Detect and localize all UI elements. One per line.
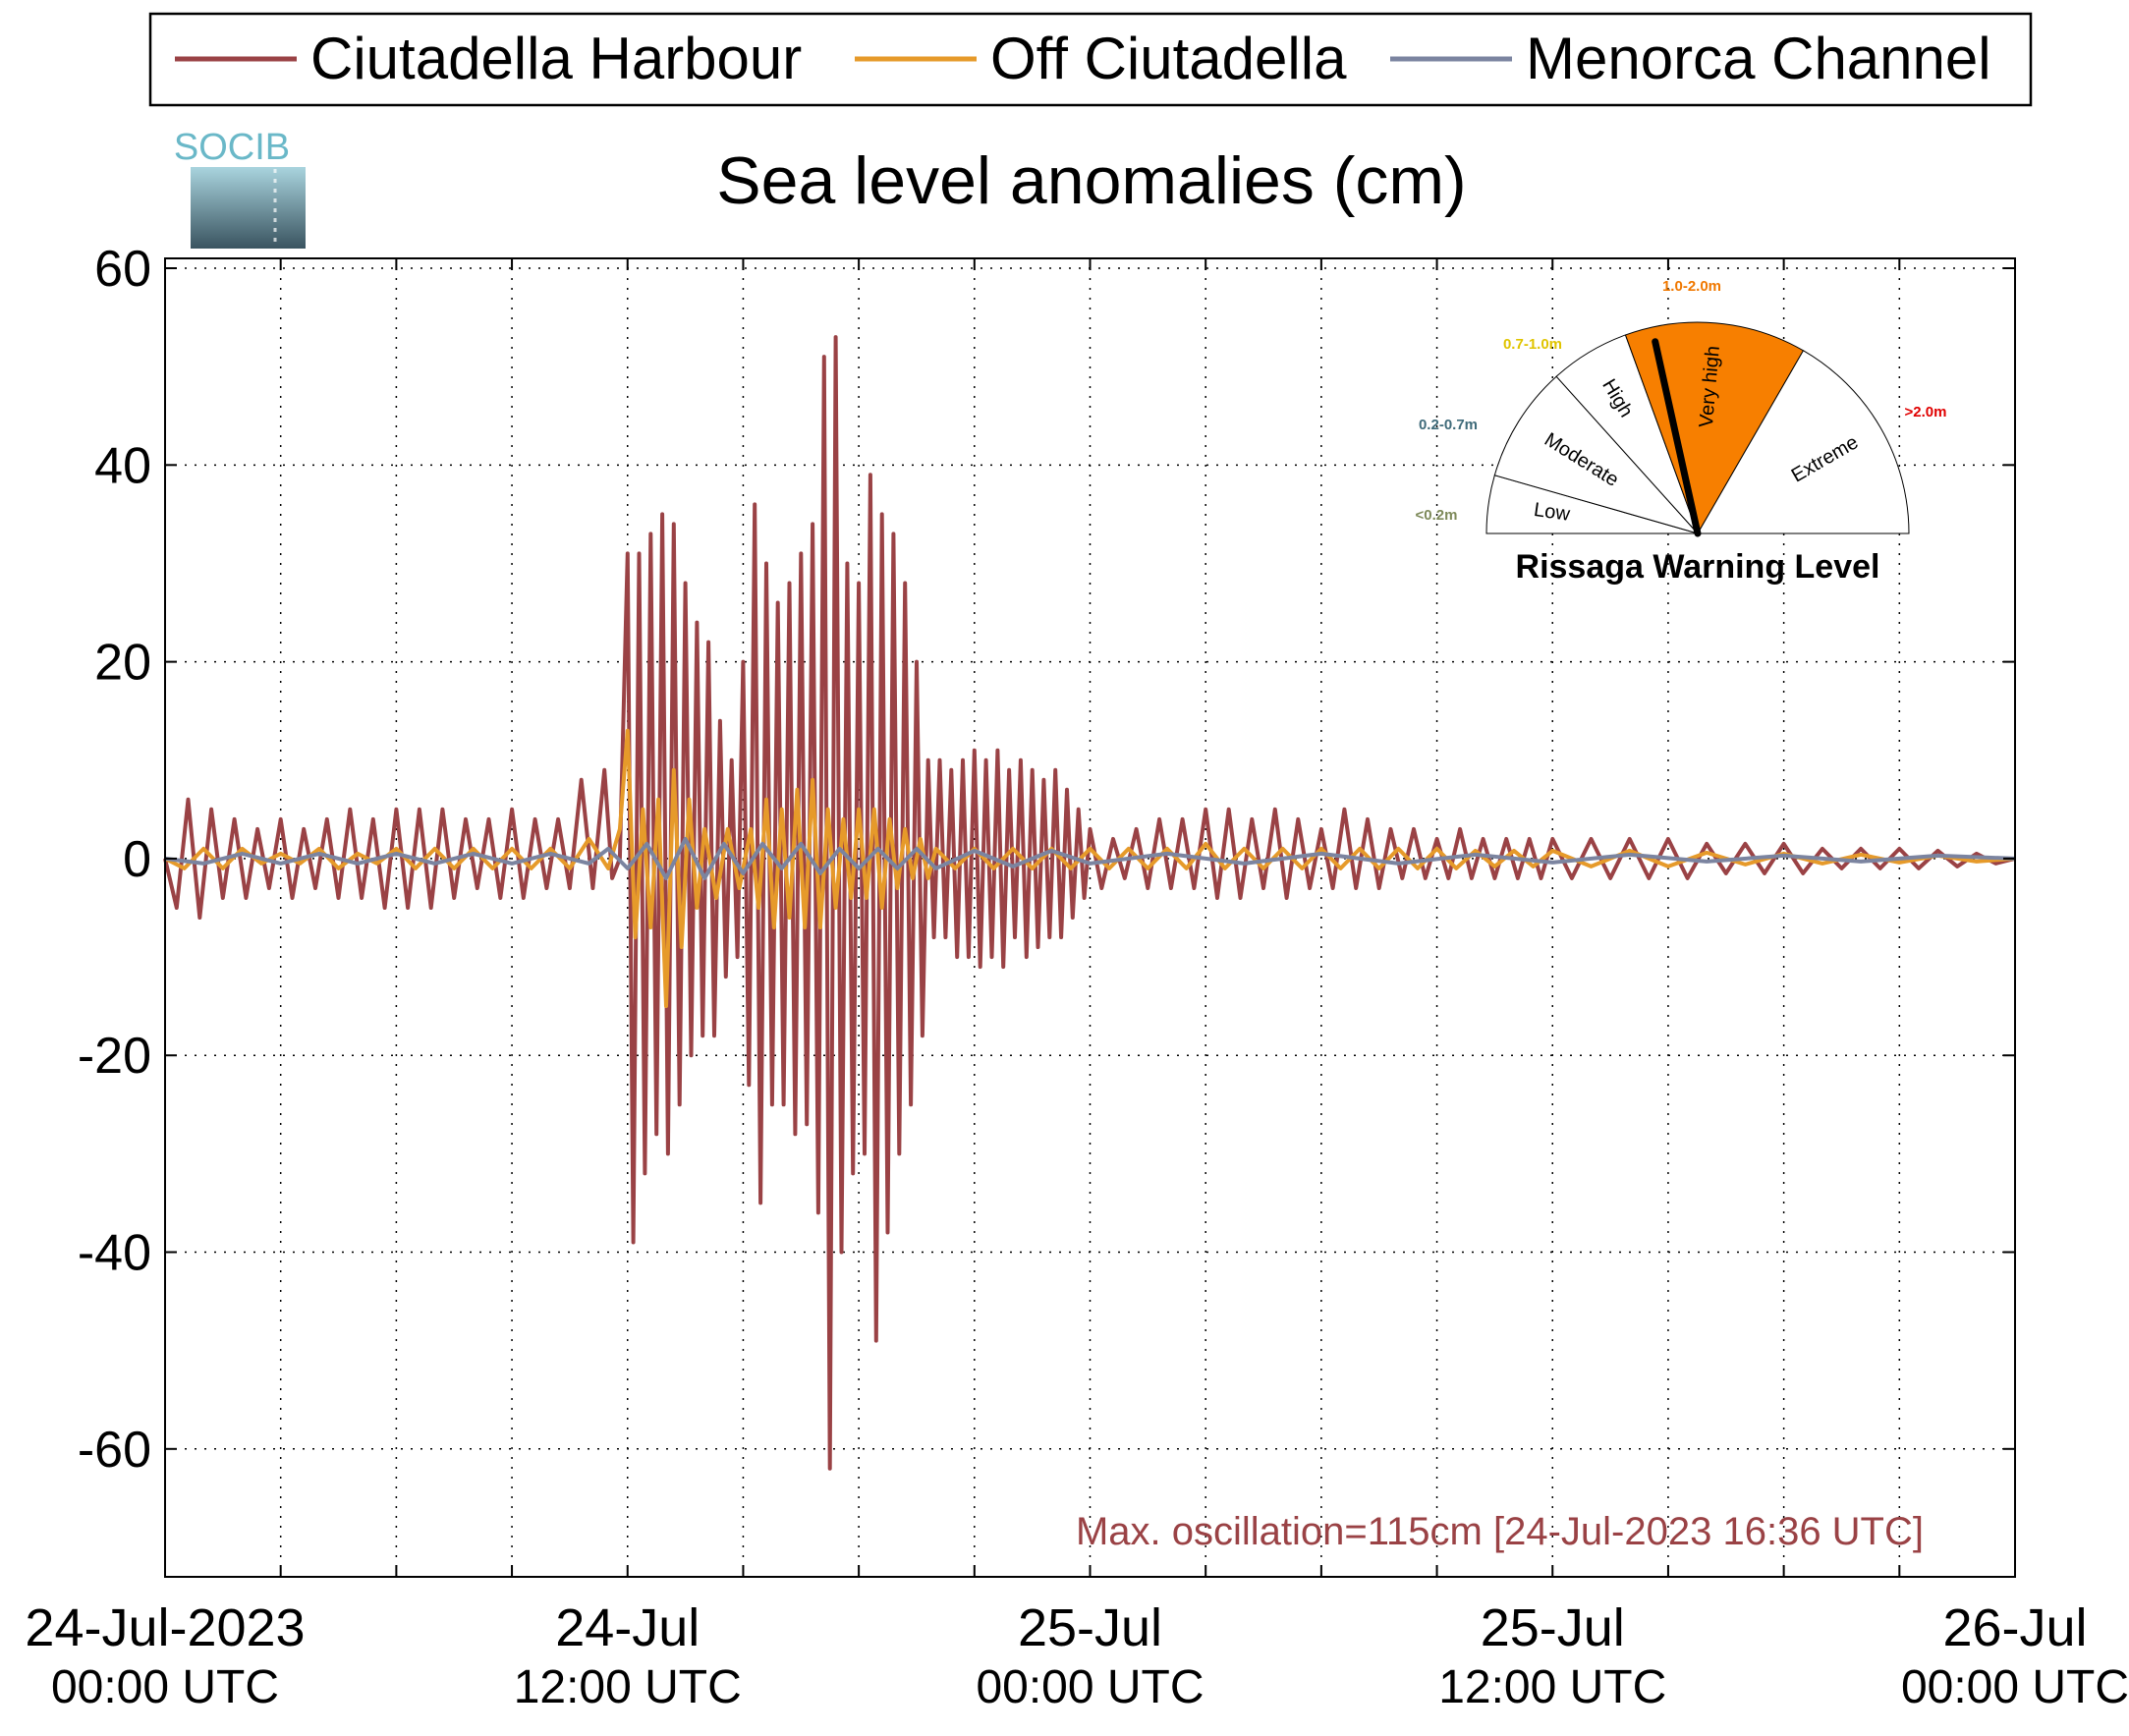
series-line-off-ciutadella (164, 728, 2016, 1009)
y-tick-label: 0 (123, 831, 151, 888)
gauge-range-label: <0.2m (1416, 507, 1458, 524)
gauge-sector-extreme (1697, 350, 1910, 534)
x-tick-label-date: 26-Jul (1942, 1598, 2087, 1657)
legend-label: Menorca Channel (1526, 26, 1991, 91)
x-tick-label-date: 25-Jul (1018, 1598, 1162, 1657)
legend: Ciutadella Harbour Off Ciutadella Menorca … (148, 12, 2033, 107)
legend-box (148, 12, 2033, 107)
legend-label: Ciutadella Harbour (310, 26, 802, 91)
x-tick-label-date: 25-Jul (1481, 1598, 1625, 1657)
gauge-range-label: 1.0-2.0m (1662, 278, 1721, 295)
max-oscillation-annotation: Max. oscillation=115cm [24-Jul-2023 16:3… (1076, 1510, 1924, 1553)
legend-label: Off Ciutadella (990, 26, 1347, 91)
x-tick-label-time: 12:00 UTC (514, 1661, 742, 1713)
x-tick-label-time: 00:00 UTC (1901, 1661, 2129, 1713)
series-line-menorca-channel (164, 836, 2016, 880)
socib-logo: SOCIB (174, 127, 306, 249)
gauge-sector-name: Low (1533, 499, 1572, 526)
series-line-ciutadella-harbour (163, 335, 2016, 1471)
gauge-needle (1652, 338, 1702, 537)
x-tick-label-time: 00:00 UTC (976, 1661, 1204, 1713)
y-tick-label: 60 (94, 241, 151, 298)
x-tick-label-date: 24-Jul (555, 1598, 700, 1657)
gauge-sector-moderate (1493, 375, 1700, 534)
gauge-range-label: >2.0m (1905, 404, 1947, 420)
y-tick-label: 40 (94, 437, 151, 494)
series-layer (163, 335, 2016, 1471)
axis-ticks (165, 258, 2015, 1577)
logo-text: SOCIB (174, 127, 290, 168)
x-tick-label-time: 00:00 UTC (51, 1661, 279, 1713)
grid (165, 258, 2015, 1577)
logo-graphic (191, 167, 306, 249)
gauge-sector-very-high (1624, 321, 1805, 535)
y-axis: 60 40 20 0 -20 -40 -60 (78, 241, 151, 1479)
y-tick-label: 20 (94, 635, 151, 692)
y-tick-label: -40 (78, 1225, 151, 1282)
x-tick-label-time: 12:00 UTC (1438, 1661, 1666, 1713)
chart-title: Sea level anomalies (cm) (716, 143, 1466, 218)
y-tick-label: -20 (78, 1028, 151, 1085)
y-tick-label: -60 (78, 1422, 151, 1479)
gauge-title: Rissaga Warning Level (1516, 548, 1880, 586)
gauge-range-label: 0.7-1.0m (1503, 336, 1562, 353)
gauge-range-label: 0.2-0.7m (1419, 417, 1478, 433)
x-tick-label-date: 24-Jul-2023 (25, 1598, 305, 1657)
